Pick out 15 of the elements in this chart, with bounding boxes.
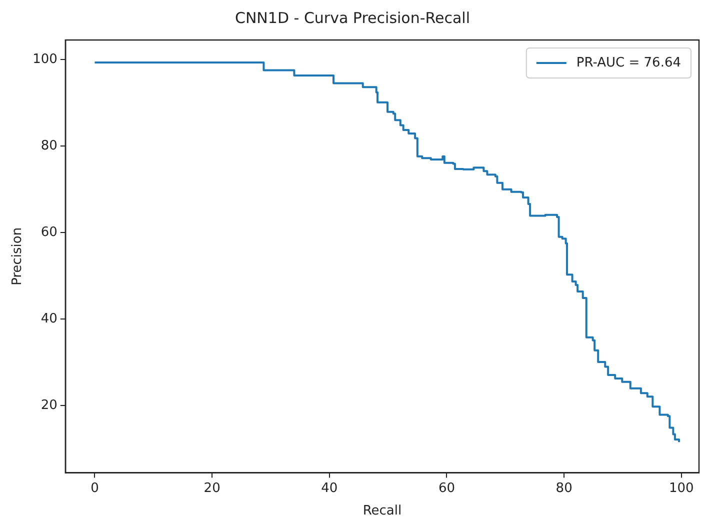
legend-label: PR-AUC = 76.64 (576, 55, 681, 70)
y-tick-label: 100 (32, 52, 58, 67)
y-tick-label: 60 (40, 224, 58, 240)
y-tick-label: 20 (40, 398, 58, 414)
y-tick-label: 40 (40, 312, 58, 327)
x-tick-label: 0 (90, 480, 99, 496)
x-tick-label: 80 (556, 480, 572, 496)
chart-title: CNN1D - Curva Precision-Recall (234, 8, 470, 27)
x-tick-label: 60 (438, 480, 456, 496)
x-tick-label: 20 (204, 480, 220, 496)
x-tick-label: 40 (321, 480, 338, 496)
x-tick-label: 100 (668, 480, 694, 496)
y-tick-label: 80 (40, 138, 58, 154)
y-axis-title: Precision (10, 227, 26, 286)
x-axis-title: Recall (362, 504, 402, 519)
